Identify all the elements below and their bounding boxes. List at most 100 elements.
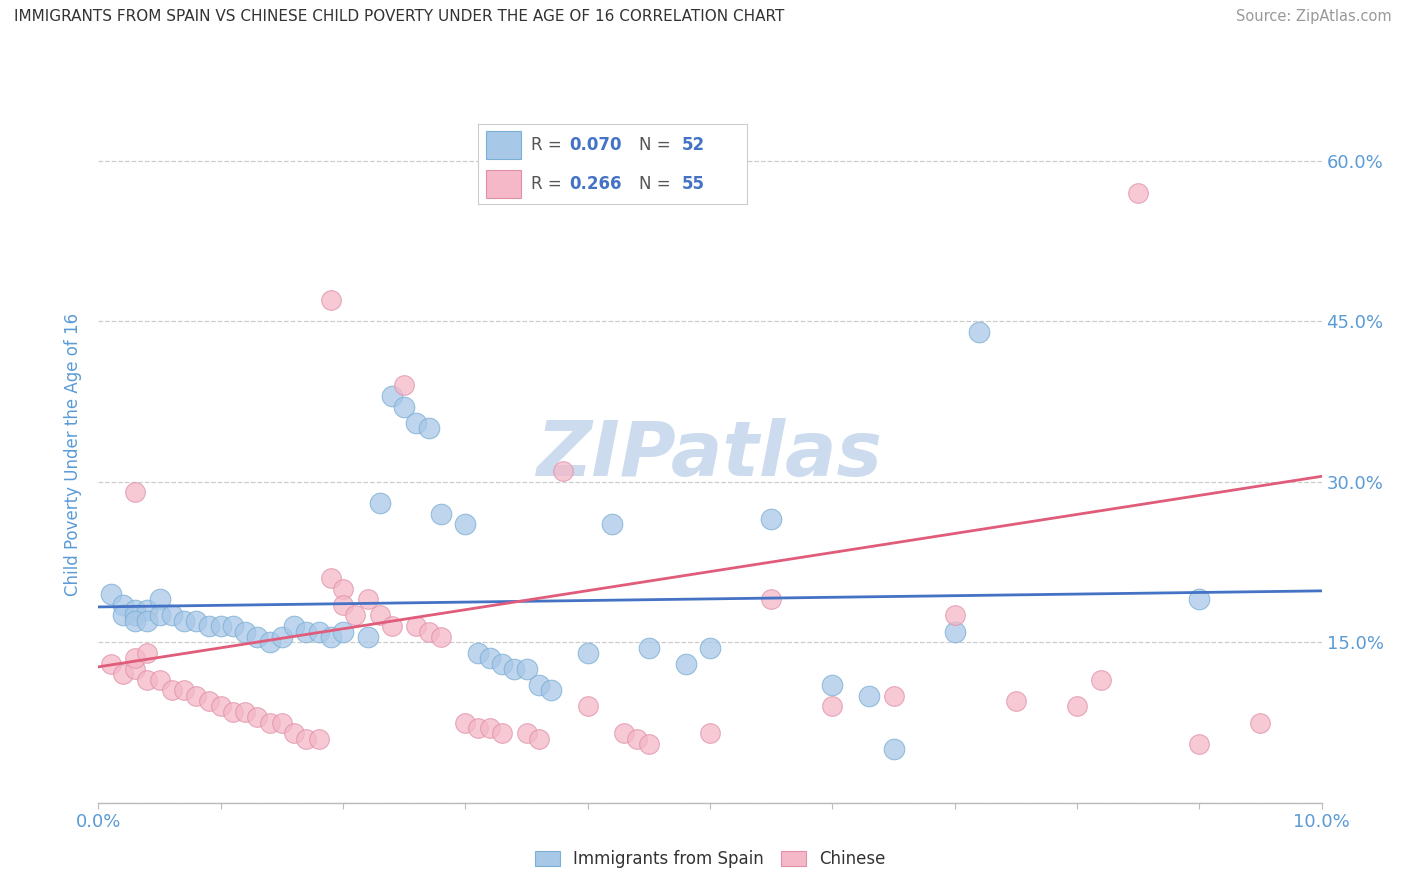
Bar <box>485 131 520 159</box>
Chinese <box>136 673 159 687</box>
Chinese <box>392 378 416 392</box>
Immigrants from Spain <box>124 614 146 628</box>
Immigrants from Spain <box>149 592 172 607</box>
Chinese <box>626 731 648 746</box>
Text: Source: ZipAtlas.com: Source: ZipAtlas.com <box>1236 9 1392 24</box>
Chinese <box>319 571 342 585</box>
Chinese <box>344 608 367 623</box>
Chinese <box>430 630 453 644</box>
Chinese <box>308 731 330 746</box>
Immigrants from Spain <box>124 603 146 617</box>
Immigrants from Spain <box>283 619 305 633</box>
Text: 0.266: 0.266 <box>569 175 621 193</box>
Text: R =: R = <box>531 136 568 153</box>
Chinese <box>173 683 195 698</box>
Immigrants from Spain <box>503 662 526 676</box>
Immigrants from Spain <box>270 630 292 644</box>
Chinese <box>553 464 575 478</box>
Chinese <box>222 705 245 719</box>
Immigrants from Spain <box>1188 592 1211 607</box>
Immigrants from Spain <box>516 662 538 676</box>
Chinese <box>332 582 354 596</box>
Chinese <box>319 293 342 307</box>
Immigrants from Spain <box>527 678 550 692</box>
Immigrants from Spain <box>259 635 281 649</box>
Immigrants from Spain <box>197 619 219 633</box>
Chinese <box>111 667 134 681</box>
Immigrants from Spain <box>759 512 782 526</box>
Chinese <box>418 624 440 639</box>
Immigrants from Spain <box>233 624 256 639</box>
Chinese <box>1090 673 1112 687</box>
Chinese <box>259 715 281 730</box>
Chinese <box>295 731 318 746</box>
Chinese <box>1128 186 1150 200</box>
Chinese <box>454 715 477 730</box>
Immigrants from Spain <box>356 630 378 644</box>
Chinese <box>883 689 905 703</box>
Immigrants from Spain <box>100 587 122 601</box>
Chinese <box>516 726 538 740</box>
Text: 55: 55 <box>682 175 706 193</box>
Immigrants from Spain <box>576 646 599 660</box>
Immigrants from Spain <box>111 608 134 623</box>
Immigrants from Spain <box>478 651 501 665</box>
Immigrants from Spain <box>295 624 318 639</box>
Immigrants from Spain <box>967 325 990 339</box>
Immigrants from Spain <box>821 678 844 692</box>
Immigrants from Spain <box>246 630 269 644</box>
Chinese <box>197 694 219 708</box>
Chinese <box>699 726 721 740</box>
Chinese <box>233 705 256 719</box>
Chinese <box>527 731 550 746</box>
Immigrants from Spain <box>858 689 880 703</box>
Chinese <box>491 726 513 740</box>
Text: 0.070: 0.070 <box>569 136 621 153</box>
Text: ZIPatlas: ZIPatlas <box>537 418 883 491</box>
Chinese <box>478 721 501 735</box>
Chinese <box>576 699 599 714</box>
Text: 52: 52 <box>682 136 706 153</box>
Immigrants from Spain <box>418 421 440 435</box>
Chinese <box>124 651 146 665</box>
Chinese <box>270 715 292 730</box>
Immigrants from Spain <box>381 389 404 403</box>
Chinese <box>637 737 661 751</box>
Chinese <box>821 699 844 714</box>
Bar <box>485 170 520 198</box>
Immigrants from Spain <box>600 517 623 532</box>
Chinese <box>368 608 391 623</box>
Immigrants from Spain <box>699 640 721 655</box>
Chinese <box>1188 737 1211 751</box>
Immigrants from Spain <box>368 496 391 510</box>
Immigrants from Spain <box>149 608 172 623</box>
Chinese <box>283 726 305 740</box>
Chinese <box>356 592 378 607</box>
Chinese <box>1249 715 1271 730</box>
Chinese <box>332 598 354 612</box>
Chinese <box>136 646 159 660</box>
Immigrants from Spain <box>637 640 661 655</box>
Immigrants from Spain <box>392 400 416 414</box>
Immigrants from Spain <box>405 416 427 430</box>
Chinese <box>381 619 404 633</box>
Immigrants from Spain <box>675 657 697 671</box>
Chinese <box>186 689 208 703</box>
Chinese <box>759 592 782 607</box>
Immigrants from Spain <box>491 657 513 671</box>
Immigrants from Spain <box>540 683 562 698</box>
Chinese <box>246 710 269 724</box>
Immigrants from Spain <box>222 619 245 633</box>
Immigrants from Spain <box>308 624 330 639</box>
Chinese <box>100 657 122 671</box>
Immigrants from Spain <box>319 630 342 644</box>
Immigrants from Spain <box>209 619 232 633</box>
Text: N =: N = <box>640 136 676 153</box>
Chinese <box>209 699 232 714</box>
Text: IMMIGRANTS FROM SPAIN VS CHINESE CHILD POVERTY UNDER THE AGE OF 16 CORRELATION C: IMMIGRANTS FROM SPAIN VS CHINESE CHILD P… <box>14 9 785 24</box>
Immigrants from Spain <box>173 614 195 628</box>
Legend: Immigrants from Spain, Chinese: Immigrants from Spain, Chinese <box>529 843 891 874</box>
Chinese <box>1004 694 1026 708</box>
Chinese <box>943 608 966 623</box>
Chinese <box>467 721 489 735</box>
